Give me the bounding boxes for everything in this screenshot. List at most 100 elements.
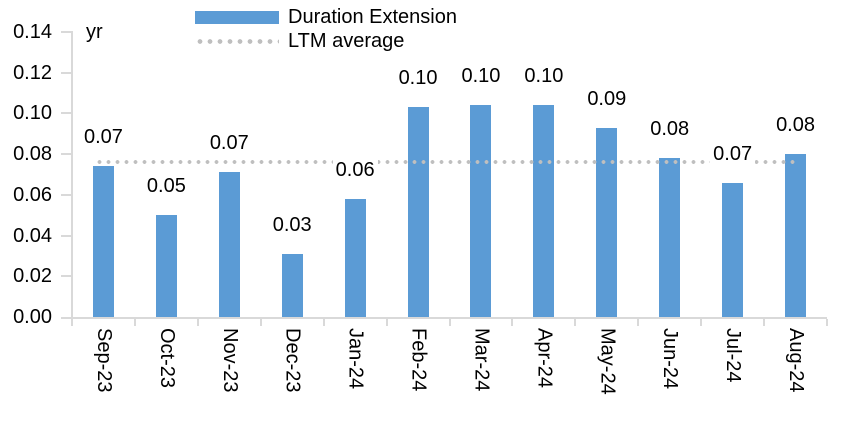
x-category-text: Mar-24 [470, 328, 493, 392]
bar [281, 253, 303, 317]
x-category-text: Apr-24 [533, 328, 556, 389]
y-axis-unit-label: yr [86, 21, 103, 43]
bar [92, 166, 114, 317]
bar-value-text: 0.08 [773, 113, 818, 138]
x-category-label: Oct-23 [135, 328, 198, 418]
bar-value-label: 0.06 [324, 157, 387, 182]
bar-value-label: 0.10 [450, 64, 513, 89]
bar-value-label: 0.09 [575, 86, 638, 111]
bar-value-text: 0.03 [269, 212, 315, 237]
x-tick-mark [71, 319, 73, 326]
x-tick-mark [322, 319, 325, 326]
bar [155, 215, 177, 317]
bar-value-label: 0.03 [261, 212, 324, 237]
bar-value-label: 0.08 [764, 113, 827, 138]
y-tick-mark [61, 275, 71, 278]
x-category-label: Sep-23 [72, 328, 135, 418]
bar [722, 182, 744, 317]
x-category-text: Oct-23 [155, 328, 178, 389]
y-tick-label: 0.14 [13, 21, 52, 43]
dotted-line-swatch-icon [195, 38, 279, 44]
bar-value-text: 0.10 [395, 66, 441, 91]
bar-value-label: 0.10 [387, 66, 450, 91]
x-category-text: Sep-23 [92, 328, 115, 393]
chart-legend: Duration Extension LTM average [195, 5, 457, 53]
x-category-text: May-24 [596, 328, 619, 395]
bar-value-text: 0.05 [143, 174, 189, 199]
bar [218, 172, 240, 317]
x-category-label: Jun-24 [638, 328, 701, 418]
bar-series-swatch-icon [195, 10, 279, 24]
y-tick-label: 0.02 [13, 265, 52, 288]
x-tick-mark [763, 319, 766, 326]
x-category-label: Nov-23 [198, 328, 261, 418]
x-category-label: Mar-24 [450, 328, 513, 418]
bar-value-text: 0.06 [332, 157, 378, 182]
x-tick-mark [637, 319, 640, 326]
legend-label-ltm-average: LTM average [288, 30, 405, 52]
bar-value-text: 0.10 [521, 64, 567, 89]
x-tick-mark [511, 319, 514, 326]
bar-value-label: 0.07 [198, 131, 261, 156]
x-tick-mark [385, 319, 388, 326]
x-category-label: May-24 [575, 328, 638, 418]
bar [785, 154, 807, 317]
bar [470, 105, 492, 317]
y-axis-line [71, 31, 73, 319]
x-category-text: Dec-23 [281, 328, 304, 393]
x-category-label: Jul-24 [701, 328, 764, 418]
y-tick-mark [61, 112, 71, 115]
bar-value-text: 0.08 [647, 117, 693, 142]
x-category-text: Jun-24 [659, 328, 682, 390]
x-axis-line [61, 317, 827, 319]
ltm-average-line [95, 160, 798, 165]
bar-value-label: 0.08 [638, 117, 701, 142]
bar-value-text: 0.07 [80, 125, 126, 150]
y-tick-label: 0.12 [13, 61, 52, 84]
bar-value-label: 0.07 [701, 141, 764, 166]
x-tick-mark [448, 319, 451, 326]
bar [407, 107, 429, 317]
bar-value-label: 0.07 [72, 125, 135, 150]
bar [596, 127, 618, 317]
bar-value-text: 0.07 [710, 141, 756, 166]
x-category-label: Aug-24 [764, 328, 827, 418]
y-tick-label: 0.00 [13, 306, 52, 328]
y-tick-mark [61, 71, 71, 74]
bar [533, 105, 555, 317]
bar-value-text: 0.09 [584, 86, 630, 111]
bar-value-label: 0.10 [512, 64, 575, 89]
x-tick-mark [826, 319, 828, 326]
x-category-label: Dec-23 [261, 328, 324, 418]
y-tick-mark [61, 193, 71, 196]
y-tick-label: 0.06 [13, 183, 52, 206]
bar-value-label: 0.05 [135, 174, 198, 199]
x-category-text: Feb-24 [407, 328, 430, 392]
x-tick-mark [196, 319, 199, 326]
bar-value-text: 0.07 [206, 131, 252, 156]
legend-item-duration-extension: Duration Extension [195, 5, 457, 29]
bar [659, 158, 681, 317]
x-category-label: Jan-24 [324, 328, 387, 418]
x-category-text: Jan-24 [344, 328, 367, 390]
y-tick-mark [61, 31, 71, 33]
x-tick-mark [574, 319, 577, 326]
legend-item-ltm-average: LTM average [195, 29, 457, 53]
y-tick-label: 0.08 [13, 143, 52, 166]
x-category-text: Jul-24 [722, 328, 745, 383]
bar [344, 198, 366, 317]
y-tick-label: 0.10 [13, 102, 52, 125]
legend-label-duration-extension: Duration Extension [288, 6, 457, 28]
x-tick-mark [259, 319, 262, 326]
x-tick-mark [700, 319, 703, 326]
x-tick-mark [133, 319, 136, 326]
y-tick-mark [61, 234, 71, 237]
bar-value-text: 0.10 [458, 64, 504, 89]
x-category-text: Aug-24 [785, 328, 808, 393]
x-category-text: Nov-23 [218, 328, 241, 393]
y-tick-mark [61, 153, 71, 156]
x-category-label: Apr-24 [512, 328, 575, 418]
y-tick-label: 0.04 [13, 224, 52, 247]
x-category-label: Feb-24 [387, 328, 450, 418]
